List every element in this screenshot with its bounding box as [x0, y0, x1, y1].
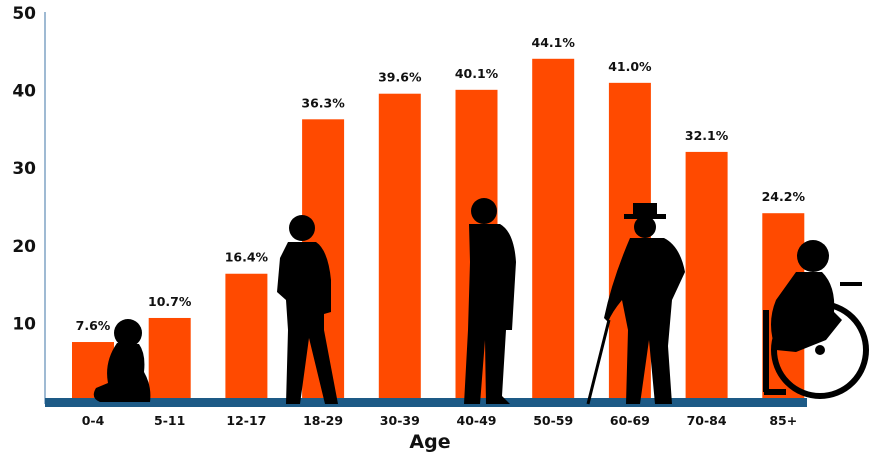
x-category-label: 40-49	[457, 413, 497, 428]
data-labels: 7.6% 10.7% 16.4% 36.3% 39.6% 40.1% 44.1% 41.0% 3…	[76, 35, 806, 333]
x-axis-categories: 0-4 5-11 12-17 18-29 30-39 40-49 50-59 60-69 70-…	[82, 413, 798, 428]
bar-value-label: 39.6%	[378, 70, 422, 85]
bars	[72, 58, 805, 402]
x-category-label: 70-84	[687, 413, 727, 428]
bar-value-label: 41.0%	[608, 59, 652, 74]
y-tick-label: 50	[12, 4, 36, 24]
standing-man-silhouette	[464, 198, 516, 404]
standing-teen-silhouette	[277, 215, 338, 404]
bar-value-label: 24.2%	[762, 189, 806, 204]
y-tick-label: 10	[12, 314, 36, 334]
seated-child-silhouette	[93, 319, 151, 402]
bar	[148, 317, 191, 401]
bar	[685, 151, 728, 401]
y-tick-label: 30	[12, 159, 36, 179]
bar-value-label: 44.1%	[532, 35, 576, 50]
person-in-wheelchair-silhouette	[763, 240, 869, 399]
y-tick-label: 20	[12, 237, 36, 257]
elderly-man-with-cane-silhouette	[586, 203, 685, 405]
bar-value-label: 36.3%	[301, 95, 345, 110]
bar-value-label: 7.6%	[76, 318, 111, 333]
x-category-label: 0-4	[82, 413, 105, 428]
bar-value-label: 16.4%	[225, 250, 269, 265]
bar-value-label: 32.1%	[685, 128, 729, 143]
x-category-label: 18-29	[303, 413, 343, 428]
x-axis-title: Age	[409, 431, 450, 453]
x-category-label: 5-11	[154, 413, 185, 428]
x-category-label: 85+	[769, 413, 797, 428]
y-tick-label: 40	[12, 82, 36, 102]
y-axis-ticks: 10 20 30 40 50	[12, 4, 36, 334]
bar	[378, 93, 421, 401]
x-category-label: 12-17	[226, 413, 266, 428]
baseline-bar	[45, 398, 807, 407]
bar	[532, 58, 575, 402]
bar	[225, 273, 268, 401]
bar-value-label: 40.1%	[455, 66, 499, 81]
x-category-label: 60-69	[610, 413, 650, 428]
x-category-label: 50-59	[533, 413, 573, 428]
bar-value-label: 10.7%	[148, 294, 192, 309]
x-category-label: 30-39	[380, 413, 420, 428]
